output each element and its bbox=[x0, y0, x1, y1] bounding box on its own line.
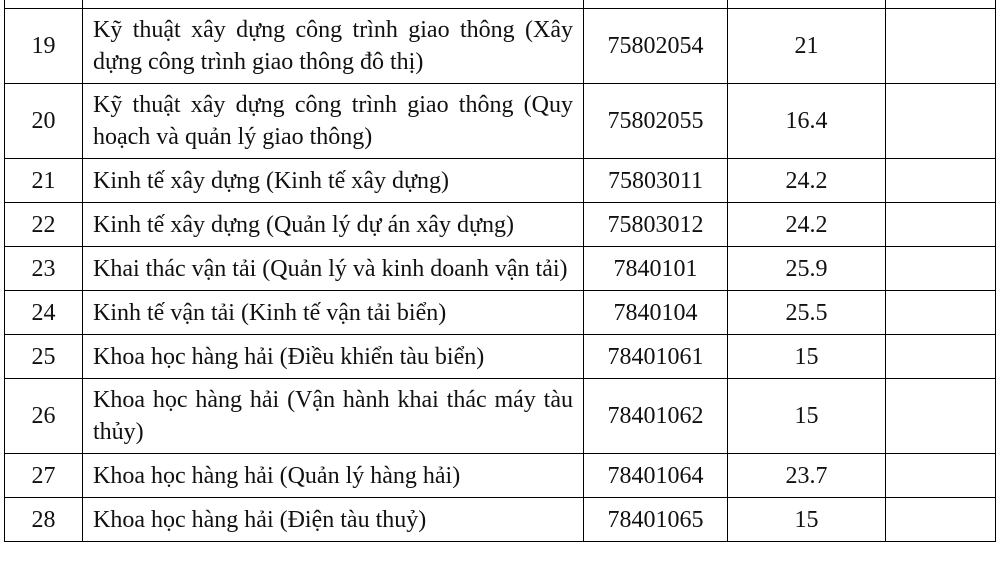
header-row-cut bbox=[4, 0, 996, 9]
program-name: Khoa học hàng hải (Điện tàu thuỷ) bbox=[82, 497, 584, 542]
table-row: 24 Kinh tế vận tải (Kinh tế vận tải biển)… bbox=[4, 290, 996, 335]
program-code: 78401062 bbox=[583, 378, 728, 454]
row-number: 25 bbox=[4, 334, 83, 379]
score: 16.4 bbox=[727, 83, 886, 159]
row-number: 24 bbox=[4, 290, 83, 335]
table-row: 27 Khoa học hàng hải (Quản lý hàng hải) 78… bbox=[4, 453, 996, 498]
score: 24.2 bbox=[727, 158, 886, 203]
table-row: 28 Khoa học hàng hải (Điện tàu thuỷ) 78401… bbox=[4, 497, 996, 542]
row-number: 19 bbox=[4, 8, 83, 84]
program-code: 75803012 bbox=[583, 202, 728, 247]
note bbox=[885, 158, 996, 203]
table-row: 21 Kinh tế xây dựng (Kinh tế xây dựng) 758… bbox=[4, 158, 996, 203]
row-number: 28 bbox=[4, 497, 83, 542]
table-row: 22 Kinh tế xây dựng (Quản lý dự án xây dự… bbox=[4, 202, 996, 247]
score: 15 bbox=[727, 334, 886, 379]
program-code: 7840104 bbox=[583, 290, 728, 335]
program-code: 78401064 bbox=[583, 453, 728, 498]
program-name: Khoa học hàng hải (Điều khiển tàu biển) bbox=[82, 334, 584, 379]
program-name: Khai thác vận tải (Quản lý và kinh doanh… bbox=[82, 246, 584, 291]
score: 15 bbox=[727, 497, 886, 542]
program-name: Kinh tế xây dựng (Quản lý dự án xây dựng… bbox=[82, 202, 584, 247]
row-number: 27 bbox=[4, 453, 83, 498]
table-row: 23 Khai thác vận tải (Quản lý và kinh doa… bbox=[4, 246, 996, 291]
note bbox=[885, 8, 996, 84]
note bbox=[885, 83, 996, 159]
row-number: 20 bbox=[4, 83, 83, 159]
row-number: 26 bbox=[4, 378, 83, 454]
score: 23.7 bbox=[727, 453, 886, 498]
program-name: Khoa học hàng hải (Vận hành khai thác má… bbox=[82, 378, 584, 454]
table-wrap: 19 Kỹ thuật xây dựng công trình giao thôn… bbox=[4, 0, 996, 542]
row-number: 22 bbox=[4, 202, 83, 247]
program-name: Khoa học hàng hải (Quản lý hàng hải) bbox=[82, 453, 584, 498]
note bbox=[885, 378, 996, 454]
note bbox=[885, 453, 996, 498]
note bbox=[885, 246, 996, 291]
note bbox=[885, 334, 996, 379]
score: 25.9 bbox=[727, 246, 886, 291]
table-body: 19 Kỹ thuật xây dựng công trình giao thôn… bbox=[4, 0, 996, 542]
note bbox=[885, 202, 996, 247]
table-row: 19 Kỹ thuật xây dựng công trình giao thôn… bbox=[4, 8, 996, 84]
program-name: Kỹ thuật xây dựng công trình giao thông … bbox=[82, 8, 584, 84]
score: 21 bbox=[727, 8, 886, 84]
program-name: Kinh tế vận tải (Kinh tế vận tải biển) bbox=[82, 290, 584, 335]
score: 15 bbox=[727, 378, 886, 454]
program-code: 75802055 bbox=[583, 83, 728, 159]
program-code: 75802054 bbox=[583, 8, 728, 84]
program-code: 78401065 bbox=[583, 497, 728, 542]
program-code: 78401061 bbox=[583, 334, 728, 379]
table-row: 26 Khoa học hàng hải (Vận hành khai thác … bbox=[4, 378, 996, 454]
row-number: 23 bbox=[4, 246, 83, 291]
table-row: 25 Khoa học hàng hải (Điều khiển tàu biển… bbox=[4, 334, 996, 379]
score: 25.5 bbox=[727, 290, 886, 335]
program-name: Kinh tế xây dựng (Kinh tế xây dựng) bbox=[82, 158, 584, 203]
program-code: 7840101 bbox=[583, 246, 728, 291]
note bbox=[885, 290, 996, 335]
note bbox=[885, 497, 996, 542]
score-table: 19 Kỹ thuật xây dựng công trình giao thôn… bbox=[4, 0, 996, 542]
program-code: 75803011 bbox=[583, 158, 728, 203]
table-row: 20 Kỹ thuật xây dựng công trình giao thôn… bbox=[4, 83, 996, 159]
score: 24.2 bbox=[727, 202, 886, 247]
program-name: Kỹ thuật xây dựng công trình giao thông … bbox=[82, 83, 584, 159]
row-number: 21 bbox=[4, 158, 83, 203]
